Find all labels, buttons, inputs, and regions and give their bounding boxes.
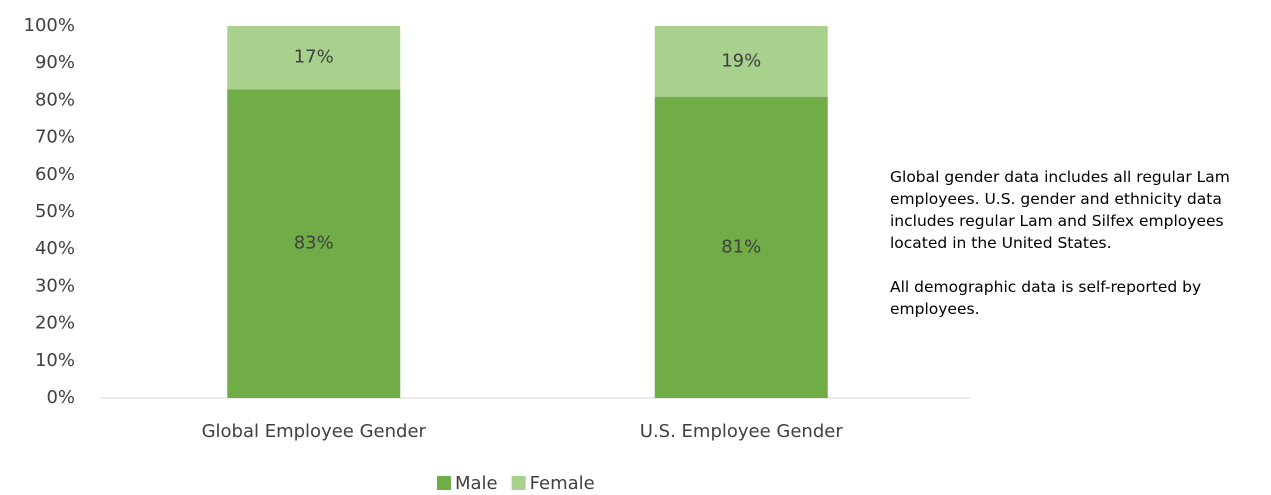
x-tick-label: Global Employee Gender <box>202 421 427 442</box>
y-tick-label: 10% <box>35 350 75 371</box>
annotation: Global gender data includes all regular … <box>890 168 1230 252</box>
y-tick-label: 60% <box>35 164 75 185</box>
x-tick-label: U.S. Employee Gender <box>640 421 844 442</box>
data-label: 19% <box>721 50 761 71</box>
data-label: 81% <box>721 236 761 257</box>
bar-segment <box>227 89 401 399</box>
legend-swatch <box>437 476 451 490</box>
y-tick-label: 30% <box>35 275 75 296</box>
data-label: 17% <box>294 47 334 68</box>
notes: Global gender data includes all regular … <box>890 166 1260 342</box>
y-tick-label: 100% <box>24 15 75 36</box>
y-tick-label: 40% <box>35 238 75 259</box>
legend-label: Female <box>530 473 595 494</box>
legend-label: Male <box>455 473 498 494</box>
y-tick-label: 80% <box>35 89 75 110</box>
bar-segment <box>227 26 401 90</box>
bar-segment <box>654 26 828 97</box>
annotation: All demographic data is self-reported by… <box>890 278 1202 318</box>
bar-segment <box>654 96 828 399</box>
legend-swatch <box>511 476 526 490</box>
data-label: 83% <box>294 233 334 254</box>
y-tick-label: 0% <box>46 387 75 408</box>
y-tick-label: 20% <box>35 313 75 334</box>
y-tick-label: 50% <box>35 201 75 222</box>
y-tick-label: 90% <box>35 52 75 73</box>
y-tick-label: 70% <box>35 127 75 148</box>
